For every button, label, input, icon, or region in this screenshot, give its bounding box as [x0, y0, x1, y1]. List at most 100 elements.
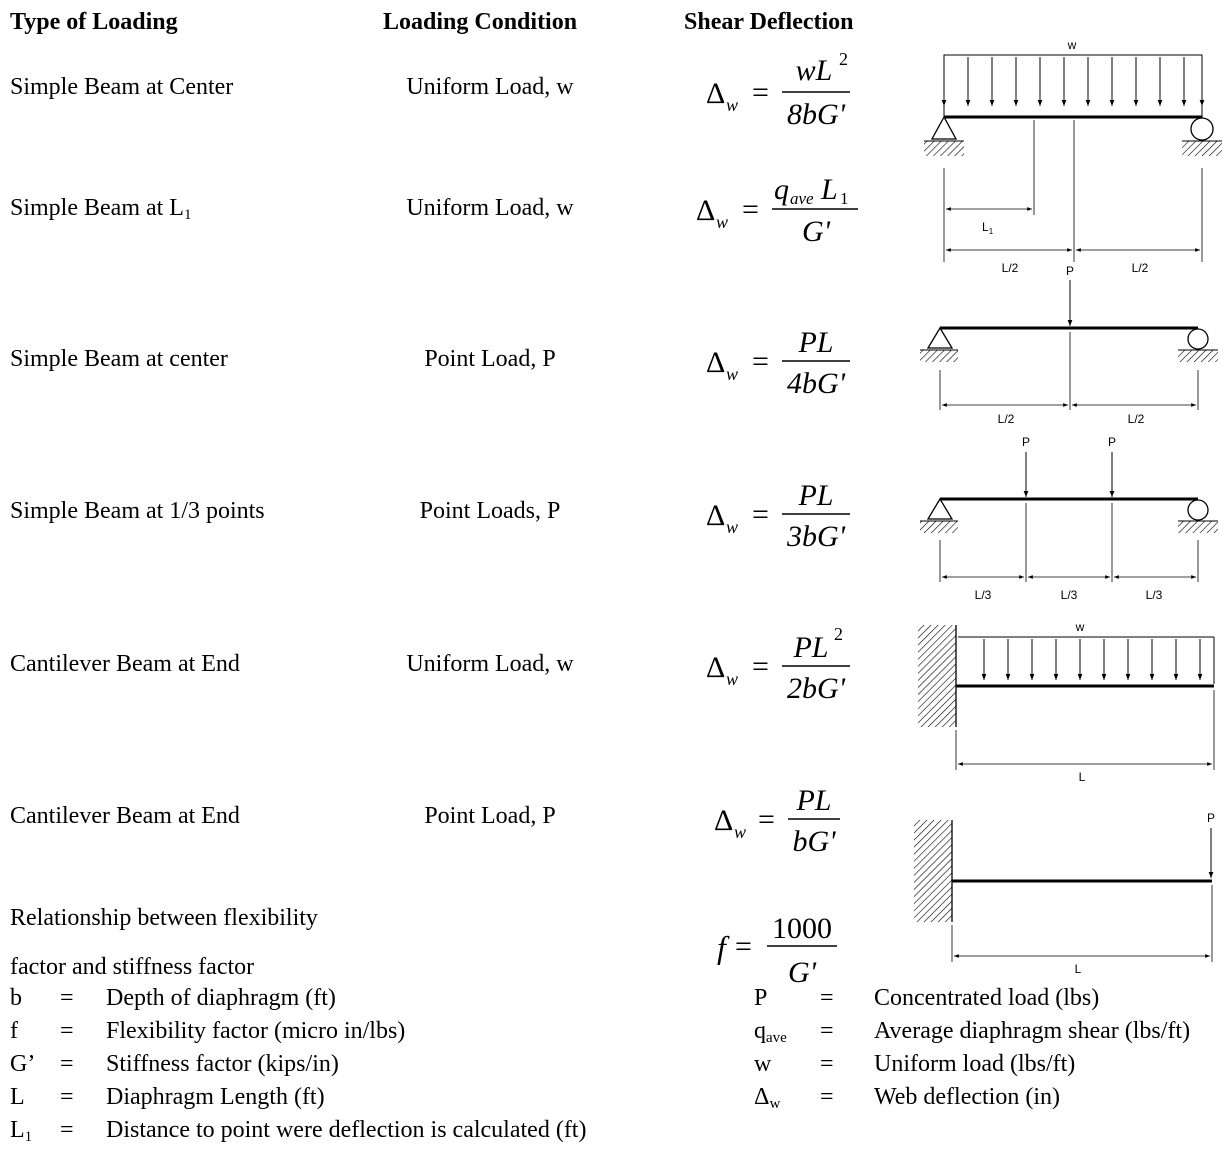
diagram-simple-third-points: P P L/3 L/3 L/3	[920, 435, 1218, 602]
formula-2-delta-sub: w	[716, 212, 728, 232]
load-arrows-5	[981, 639, 1203, 680]
roller-support-4	[1187, 499, 1209, 521]
formula-4: Δ w = PL 3bG'	[706, 479, 850, 553]
svg-text:=: =	[752, 345, 769, 378]
formula-5: Δ w = PL 2 2bG'	[706, 627, 850, 705]
label-P-4a: P	[1022, 435, 1030, 449]
legend-left-eq-1: =	[60, 985, 74, 1011]
svg-text:=: =	[752, 498, 769, 531]
header-shear-deflection: Shear Deflection	[684, 9, 854, 35]
legend-right-sym-4: Δw	[754, 1084, 781, 1112]
row-3-type: Simple Beam at center	[10, 346, 228, 372]
row-3-condition: Point Load, P	[424, 346, 556, 372]
legend-left-eq-3: =	[60, 1051, 74, 1077]
legend-left-desc-4: Diaphragm Length (ft)	[106, 1084, 325, 1110]
svg-text:=: =	[752, 650, 769, 683]
formula-5-num: PL	[792, 631, 828, 664]
label-L-third-b: L/3	[1061, 588, 1078, 602]
row-2-type: Simple Beam at L1	[10, 194, 191, 229]
row-2-type-sub: 1	[183, 207, 192, 223]
formula-7: f = 1000 G'	[717, 912, 837, 989]
pin-support-3	[926, 326, 954, 349]
formula-2-delta: Δ	[696, 194, 715, 227]
formula-6-den: bG'	[792, 825, 836, 858]
legend-right-eq-4: =	[820, 1084, 834, 1110]
formula-3-delta-sub: w	[726, 364, 738, 384]
row-1-type: Simple Beam at Center	[10, 74, 234, 100]
relationship-line-1: Relationship between flexibility	[10, 905, 318, 931]
svg-text:=: =	[758, 803, 775, 836]
formula-3-num: PL	[797, 326, 833, 359]
legend-right-desc-3: Uniform load (lbs/ft)	[874, 1051, 1076, 1077]
row-5-type: Cantilever Beam at End	[10, 651, 240, 677]
svg-text:=: =	[752, 76, 769, 109]
formula-2-num-q-sub: ave	[790, 189, 814, 208]
legend-left-sym-4: L	[10, 1084, 25, 1110]
legend-right-sym-2: qave	[754, 1018, 787, 1046]
formula-5-delta-sub: w	[726, 669, 738, 689]
formula-7-num: 1000	[772, 912, 832, 945]
roller-support-1	[1190, 117, 1214, 141]
load-arrows-1	[941, 57, 1205, 106]
formula-6-delta-sub: w	[734, 822, 746, 842]
legend-left-sym-5: L1	[10, 1117, 33, 1145]
row-2-condition: Uniform Load, w	[406, 195, 574, 221]
label-L-third-c: L/3	[1146, 588, 1163, 602]
formula-3-delta: Δ	[706, 346, 725, 379]
legend-left-desc-5: Distance to point were deflection is cal…	[106, 1117, 587, 1143]
label-L-third-a: L/3	[975, 588, 992, 602]
formula-3-den: 4bG'	[787, 367, 846, 400]
formula-5-num-sup: 2	[834, 627, 843, 644]
formula-1-num-sup: 2	[839, 50, 848, 69]
formula-2-num-q: q	[774, 173, 789, 206]
legend-right-sym-3: w	[754, 1051, 772, 1077]
legend-left-desc-3: Stiffness factor (kips/in)	[106, 1051, 339, 1077]
header-type-of-loading: Type of Loading	[10, 9, 178, 35]
legend-right-eq-1: =	[820, 985, 834, 1011]
legend-right-sym-1: P	[754, 985, 768, 1011]
formula-1: Δ w = wL 2 8bG'	[706, 50, 850, 131]
label-P-6: P	[1207, 811, 1215, 825]
legend-left-eq-2: =	[60, 1018, 74, 1044]
label-P-3: P	[1066, 264, 1074, 278]
header-loading-condition: Loading Condition	[383, 9, 578, 35]
diagram-cantilever-point: P L	[914, 811, 1215, 976]
pin-support-1	[930, 115, 958, 140]
diagram-cantilever-uniform: w L	[918, 620, 1215, 784]
svg-text:=: =	[742, 193, 759, 226]
legend-right-eq-3: =	[820, 1051, 834, 1077]
row-2-type-main: Simple Beam at L	[10, 195, 184, 221]
legend-left-eq-4: =	[60, 1084, 74, 1110]
formula-6: Δ w = PL bG'	[714, 784, 840, 858]
legend-left-sym-2: f	[10, 1018, 18, 1044]
formula-6-delta: Δ	[714, 804, 733, 837]
row-6-type: Cantilever Beam at End	[10, 803, 240, 829]
formula-4-delta-sub: w	[726, 517, 738, 537]
formula-6-num: PL	[795, 784, 831, 817]
formula-4-delta: Δ	[706, 499, 725, 532]
formula-1-den: 8bG'	[787, 98, 846, 131]
formula-4-den: 3bG'	[786, 520, 846, 553]
label-L-6: L	[1075, 962, 1082, 976]
legend-right-eq-2: =	[820, 1018, 834, 1044]
formula-5-den: 2bG'	[787, 672, 846, 705]
row-5-condition: Uniform Load, w	[406, 651, 574, 677]
label-L-5: L	[1079, 770, 1086, 784]
formula-1-delta-sub: w	[726, 95, 738, 115]
formula-5-delta: Δ	[706, 651, 725, 684]
diagram-simple-point: P L/2 L/2	[920, 264, 1218, 426]
formula-2-num-L-sub: 1	[840, 189, 849, 208]
formula-1-delta: Δ	[706, 77, 725, 110]
label-w-1: w	[1067, 38, 1077, 52]
label-P-4b: P	[1108, 435, 1116, 449]
formula-7-den: G'	[788, 956, 817, 989]
row-4-type: Simple Beam at 1/3 points	[10, 498, 265, 524]
legend-left-sym-1: b	[10, 985, 22, 1011]
formula-2-num-L: L	[820, 173, 838, 206]
formula-3: Δ w = PL 4bG'	[706, 326, 850, 400]
formula-2-den: G'	[802, 215, 831, 248]
formula-1-num: wL	[796, 54, 833, 87]
label-L-half-1b: L/2	[1132, 261, 1149, 275]
legend-right-desc-1: Concentrated load (lbs)	[874, 985, 1100, 1011]
